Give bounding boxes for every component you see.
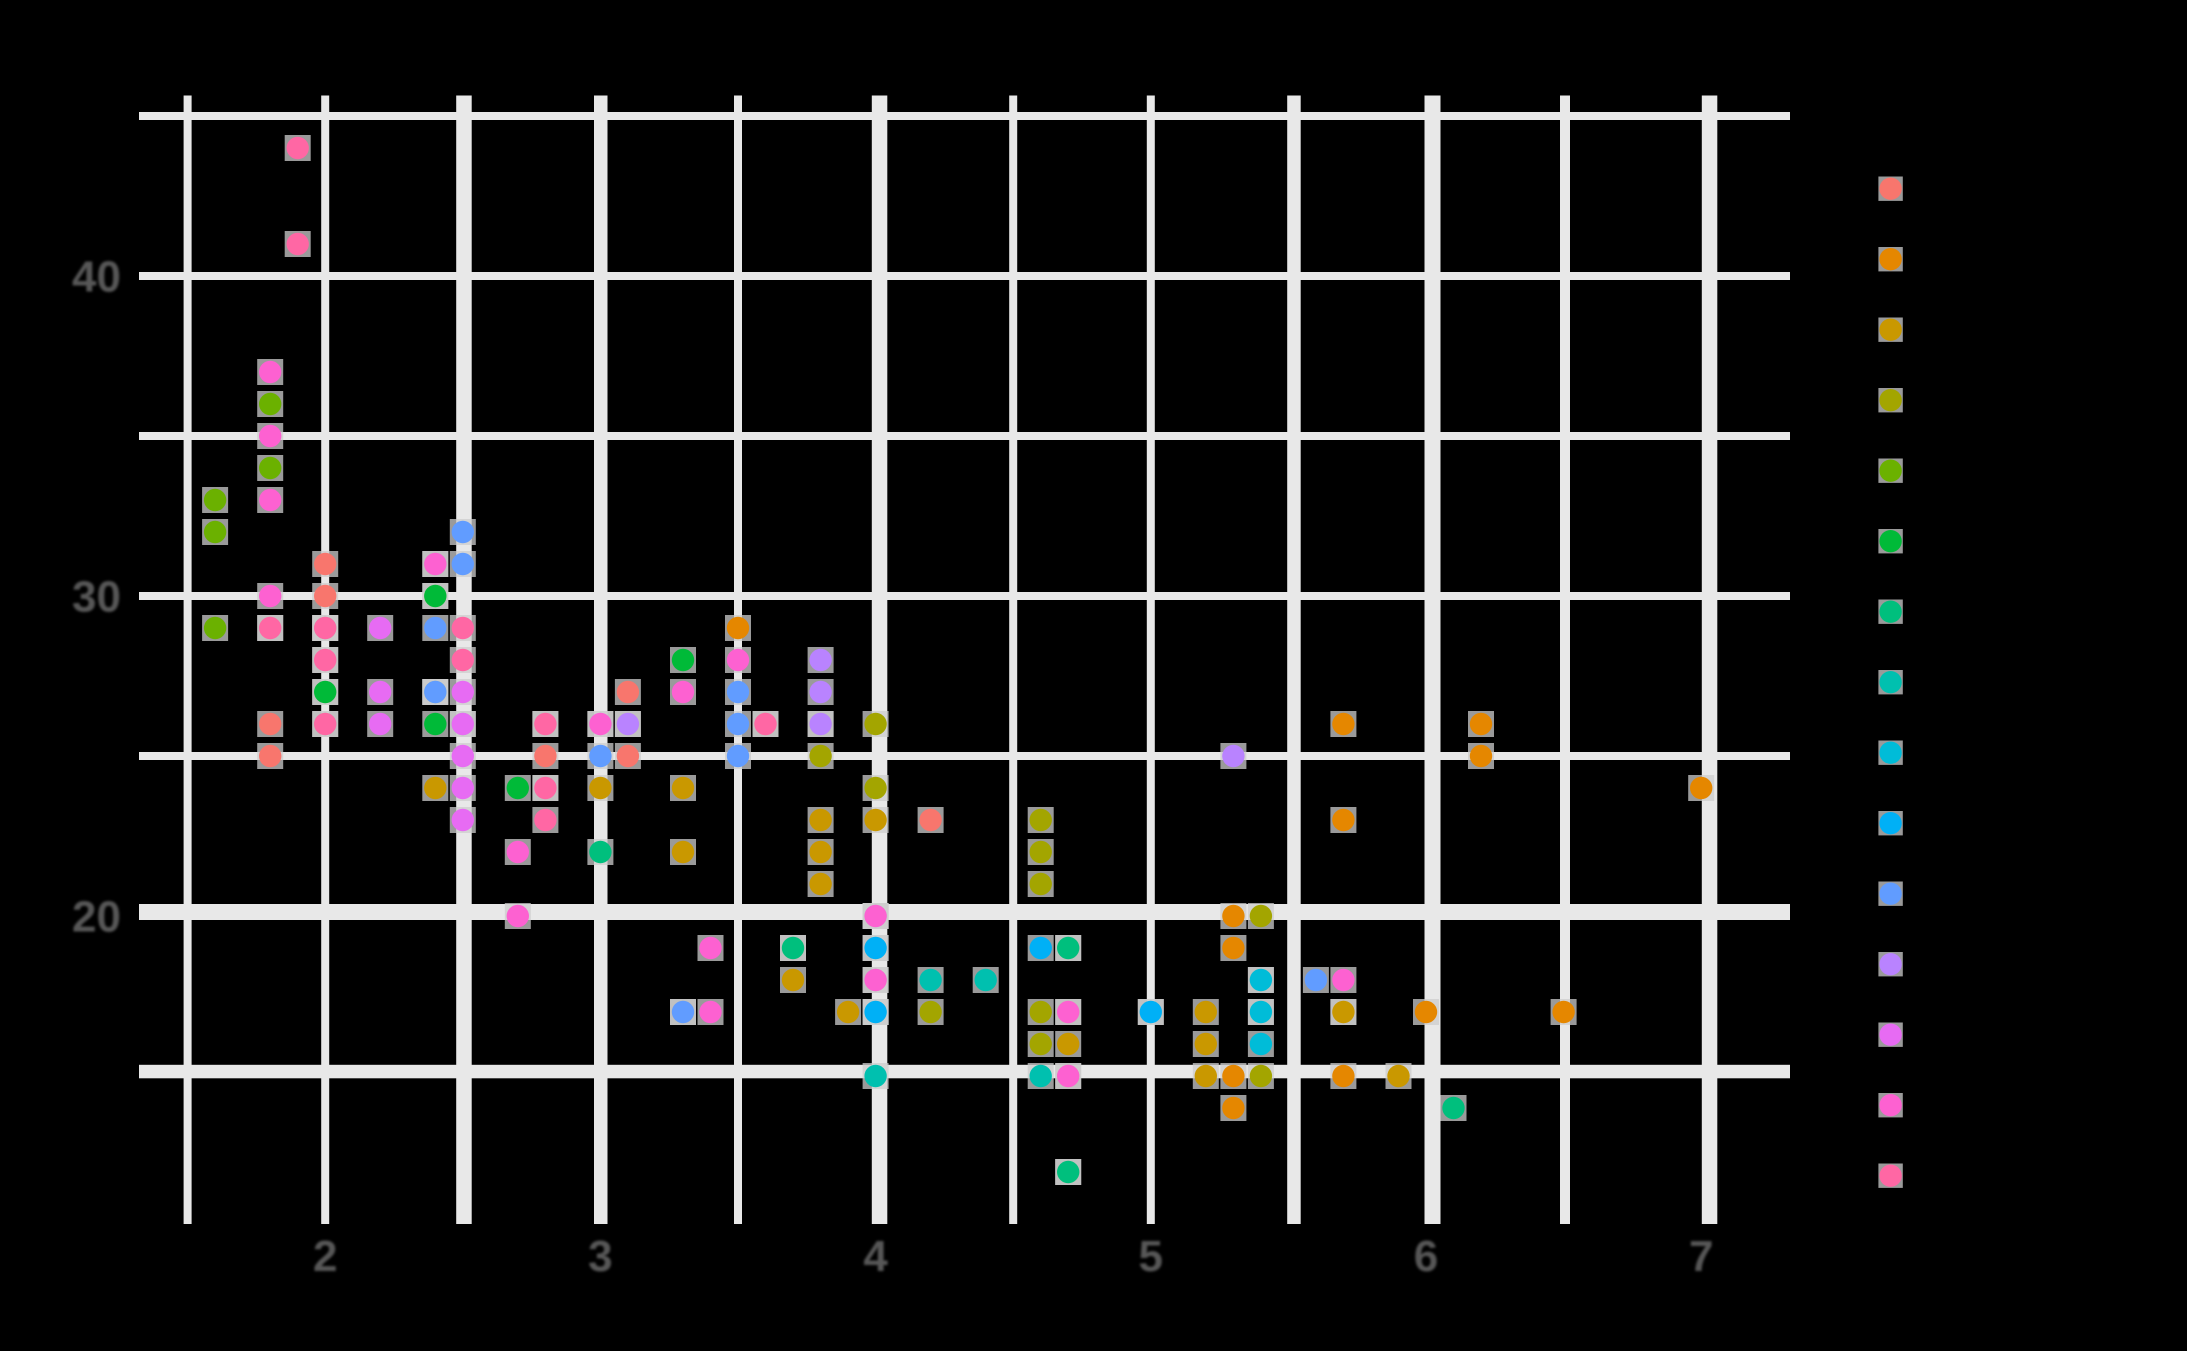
svg-text:3: 3 <box>588 1232 612 1281</box>
svg-text:40: 40 <box>72 253 121 302</box>
svg-text:7: 7 <box>1689 1232 1713 1281</box>
svg-text:5: 5 <box>1139 1232 1163 1281</box>
svg-text:30: 30 <box>72 573 121 622</box>
svg-text:6: 6 <box>1414 1232 1438 1281</box>
svg-text:20: 20 <box>72 893 121 942</box>
svg-text:4: 4 <box>863 1232 888 1281</box>
svg-text:2: 2 <box>313 1232 337 1281</box>
